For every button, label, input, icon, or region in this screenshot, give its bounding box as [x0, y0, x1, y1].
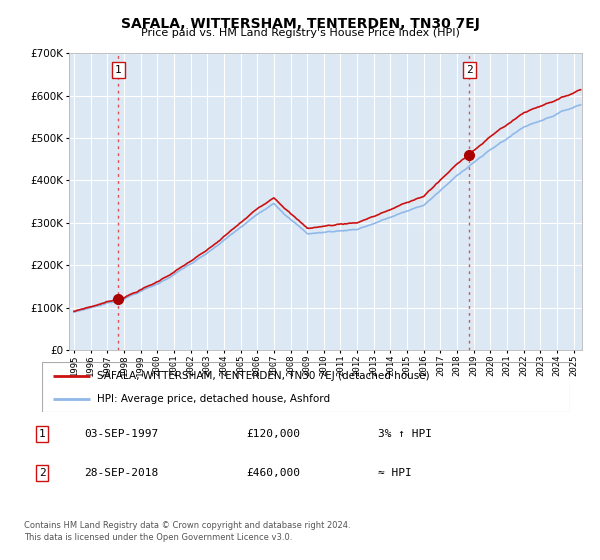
Text: 1: 1	[115, 65, 122, 75]
Text: Contains HM Land Registry data © Crown copyright and database right 2024.: Contains HM Land Registry data © Crown c…	[24, 521, 350, 530]
Text: 2: 2	[38, 468, 46, 478]
Text: SAFALA, WITTERSHAM, TENTERDEN, TN30 7EJ (detached house): SAFALA, WITTERSHAM, TENTERDEN, TN30 7EJ …	[97, 371, 430, 381]
Text: HPI: Average price, detached house, Ashford: HPI: Average price, detached house, Ashf…	[97, 394, 331, 404]
Text: 28-SEP-2018: 28-SEP-2018	[84, 468, 158, 478]
Text: Price paid vs. HM Land Registry's House Price Index (HPI): Price paid vs. HM Land Registry's House …	[140, 28, 460, 38]
Text: 3% ↑ HPI: 3% ↑ HPI	[378, 429, 432, 439]
Text: This data is licensed under the Open Government Licence v3.0.: This data is licensed under the Open Gov…	[24, 533, 292, 542]
Text: 1: 1	[38, 429, 46, 439]
Text: ≈ HPI: ≈ HPI	[378, 468, 412, 478]
Text: 03-SEP-1997: 03-SEP-1997	[84, 429, 158, 439]
Text: £120,000: £120,000	[246, 429, 300, 439]
Text: £460,000: £460,000	[246, 468, 300, 478]
Text: 2: 2	[466, 65, 473, 75]
Text: SAFALA, WITTERSHAM, TENTERDEN, TN30 7EJ: SAFALA, WITTERSHAM, TENTERDEN, TN30 7EJ	[121, 17, 479, 31]
